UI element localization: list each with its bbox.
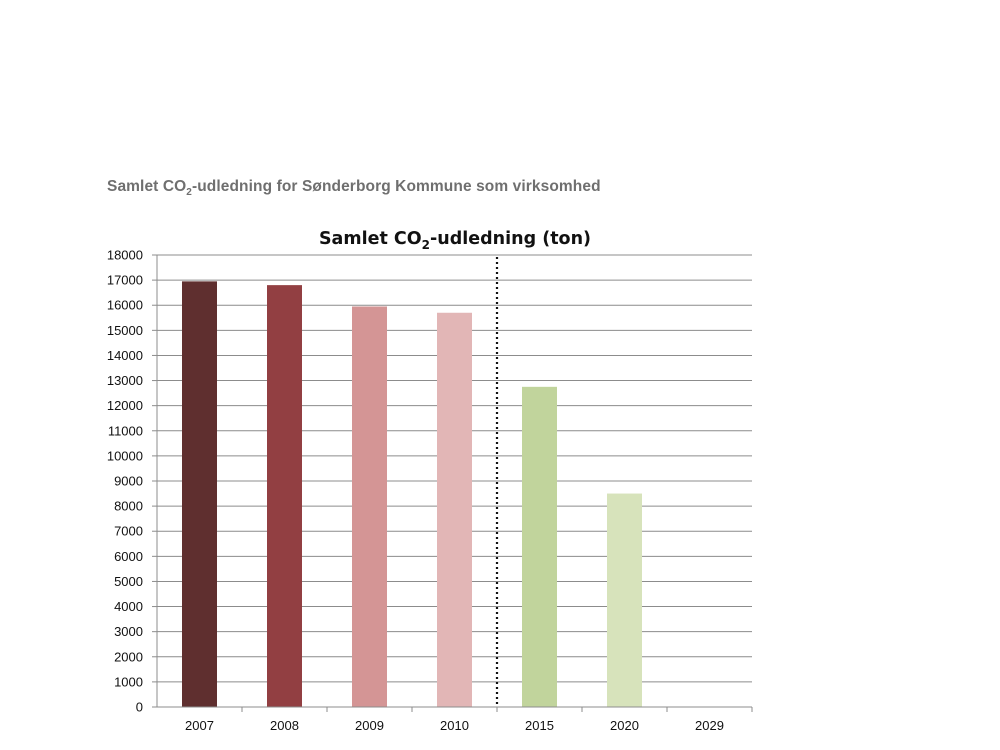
y-tick-label: 18000 (107, 248, 143, 263)
y-tick-label: 9000 (114, 474, 143, 489)
y-tick-label: 7000 (114, 524, 143, 539)
caption-prefix: Samlet CO (107, 178, 187, 195)
y-tick-label: 12000 (107, 398, 143, 413)
y-tick-label: 15000 (107, 323, 143, 338)
y-tick-label: 6000 (114, 549, 143, 564)
x-tick-labels: 2007 2008 2009 2010 2015 2020 2029 (185, 718, 724, 733)
chart-title-suffix: -udledning (ton) (430, 229, 591, 249)
chart-title-subscript: 2 (422, 238, 430, 252)
y-tick-label: 0 (136, 700, 143, 715)
y-tick-label: 8000 (114, 499, 143, 514)
x-tick-label: 2020 (610, 718, 639, 733)
x-tick-label: 2008 (270, 718, 299, 733)
bar-2015 (522, 386, 557, 707)
bar-2020 (607, 493, 642, 707)
y-tick-labels: 0 1000 2000 3000 4000 5000 6000 7000 8000 9000 100… (107, 248, 143, 715)
x-tick-label: 2015 (525, 718, 554, 733)
chart-title-prefix: Samlet CO (319, 229, 422, 249)
bars (182, 281, 642, 707)
x-tick-label: 2007 (185, 718, 214, 733)
y-tick-label: 3000 (114, 624, 143, 639)
y-tick-label: 10000 (107, 448, 143, 463)
y-tick-label: 13000 (107, 373, 143, 388)
chart-title: Samlet CO2-udledning (ton) (319, 229, 591, 252)
bar-2010 (437, 312, 472, 707)
y-tick-label: 17000 (107, 273, 143, 288)
caption-suffix: -udledning for Sønderborg Kommune som vi… (191, 178, 601, 195)
y-tick-label: 4000 (114, 599, 143, 614)
x-tick-label: 2029 (695, 718, 724, 733)
axes (152, 255, 753, 712)
x-tick-label: 2010 (440, 718, 469, 733)
caption-subscript: 2 (186, 187, 192, 199)
bar-2009 (352, 306, 387, 707)
y-tick-label: 11000 (108, 423, 143, 438)
y-tick-label: 1000 (114, 674, 143, 689)
bar-2008 (267, 285, 302, 707)
y-tick-label: 14000 (107, 348, 143, 363)
y-tick-label: 5000 (114, 574, 143, 589)
y-tick-label: 2000 (114, 649, 143, 664)
y-tick-label: 16000 (107, 298, 143, 313)
figure-caption: Samlet CO2-udledning for Sønderborg Komm… (107, 178, 601, 198)
bar-2007 (182, 281, 217, 707)
x-tick-label: 2009 (355, 718, 384, 733)
